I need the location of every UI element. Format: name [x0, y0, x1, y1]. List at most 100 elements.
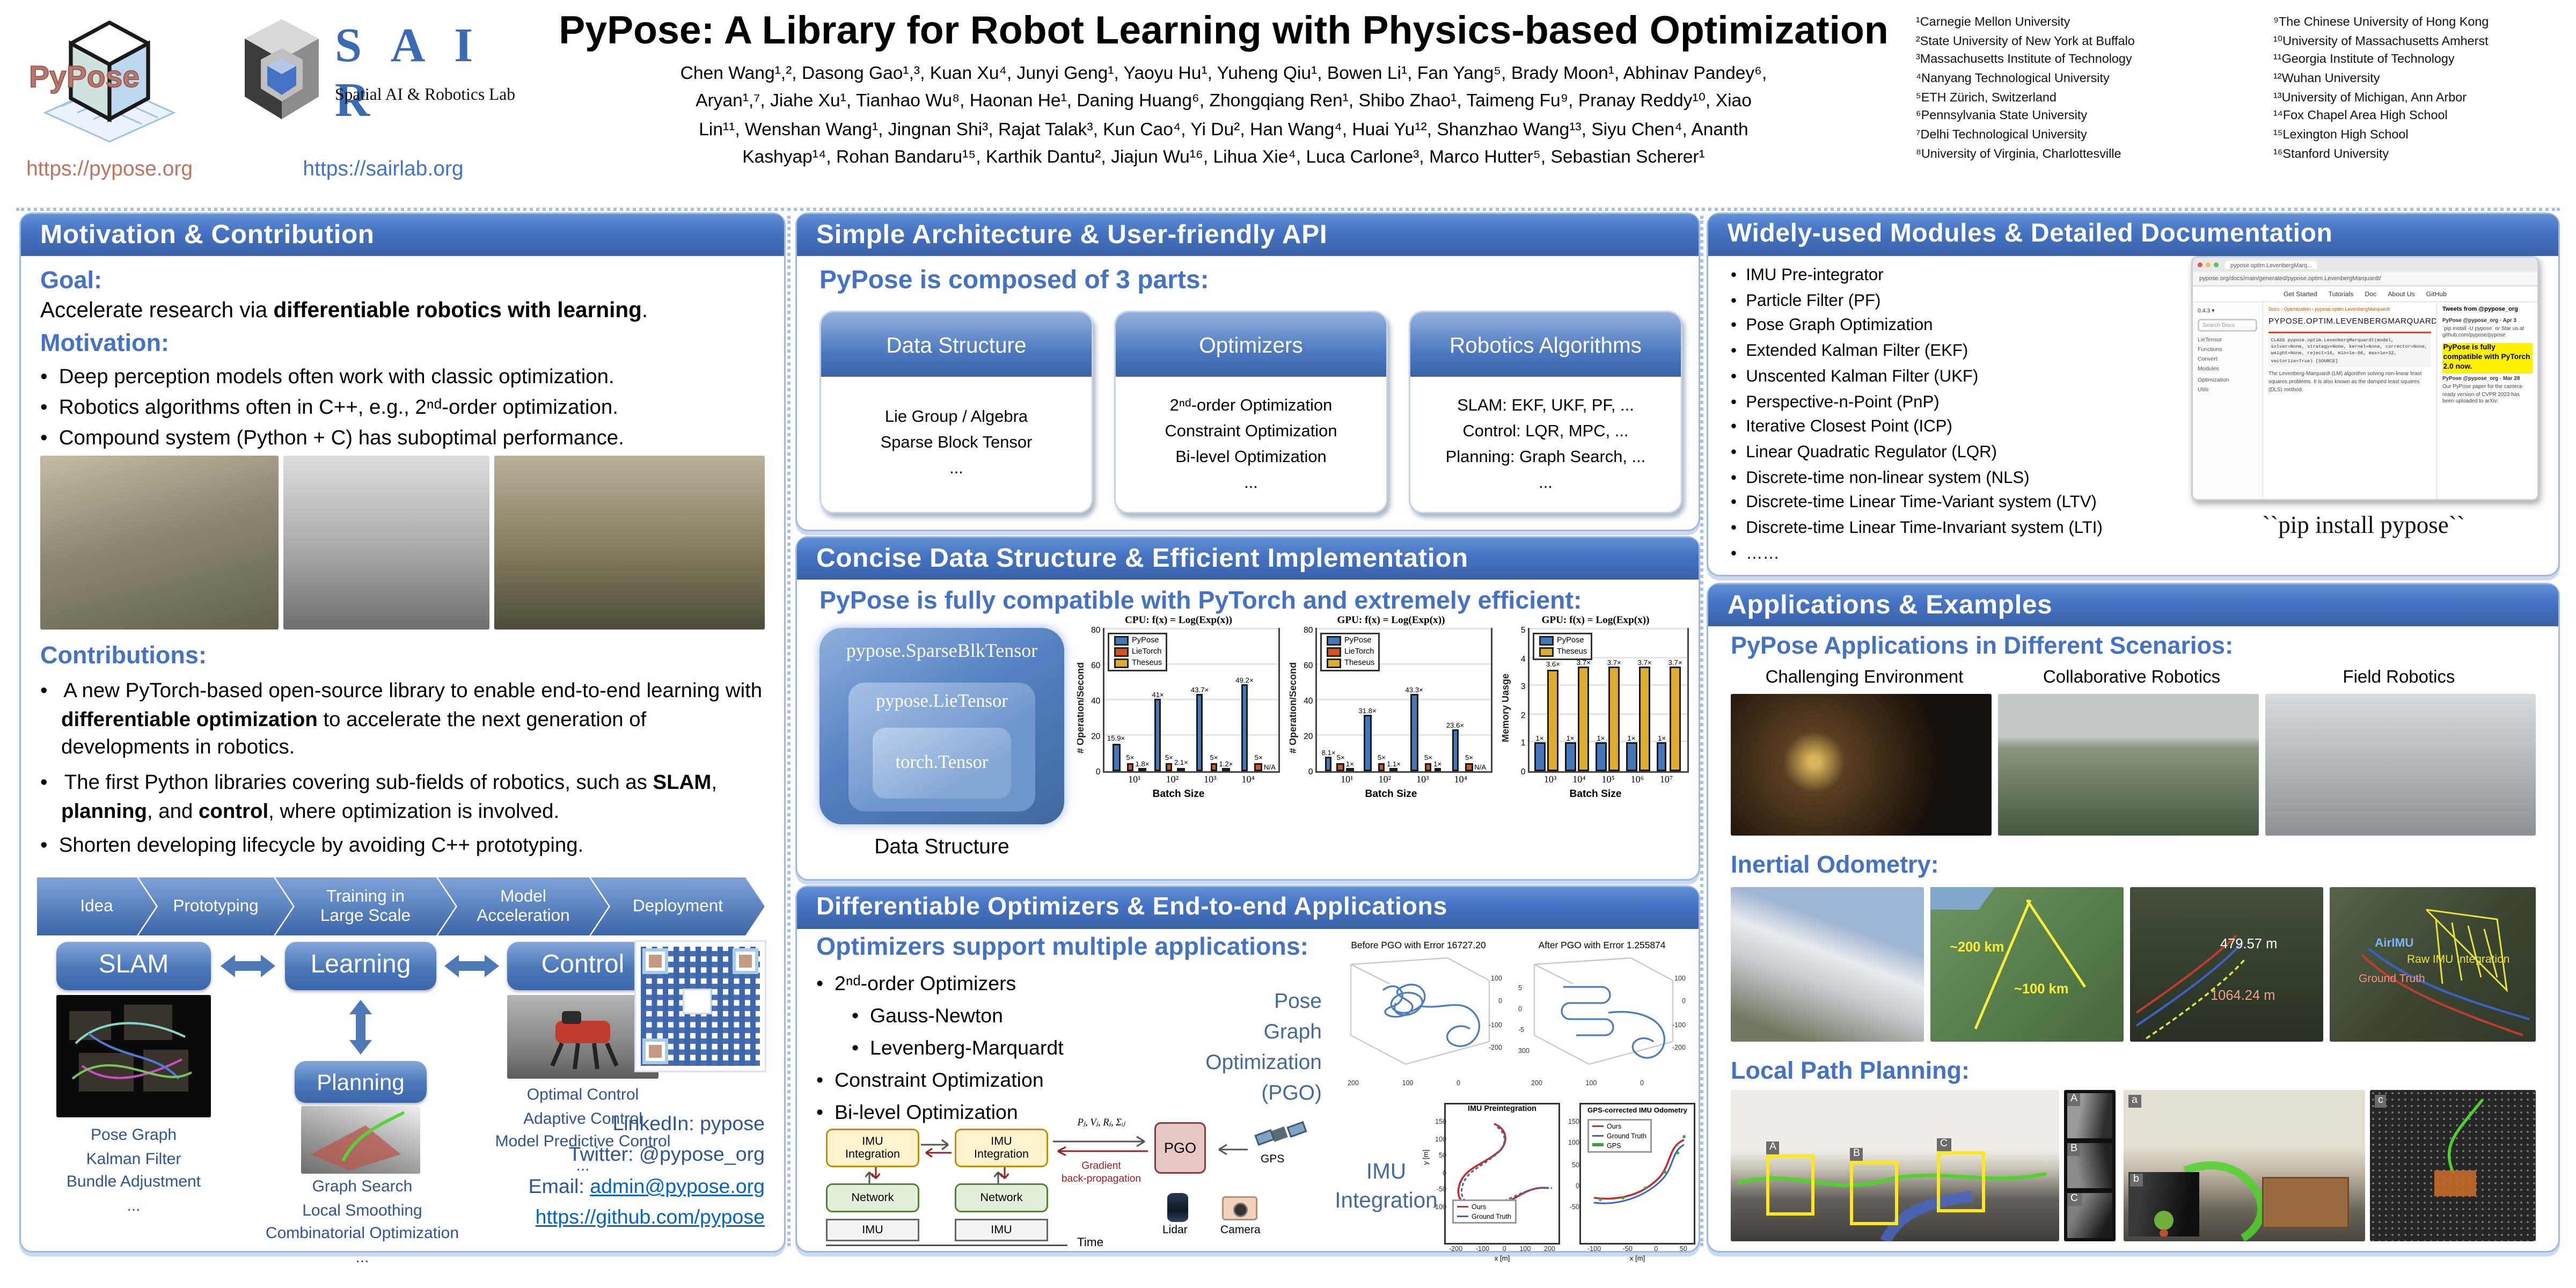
chart-ytick: 40	[1304, 697, 1313, 707]
docs-nav-item[interactable]: GitHub	[2426, 290, 2447, 298]
chart-xtick: 10⁴	[1572, 775, 1586, 785]
wood-crate	[2262, 1177, 2349, 1228]
docs-sidebar-item[interactable]: LieTensor	[2198, 335, 2222, 342]
docs-nav-item[interactable]: Get Started	[2283, 290, 2317, 298]
optimizer-bullets: 2ⁿᵈ-order Optimizers Gauss-NewtonLevenbe…	[816, 968, 1195, 1129]
docs-nav-item[interactable]: Doc	[2365, 290, 2377, 298]
legend-entry: GPS	[1592, 1141, 1646, 1149]
card-optimizers: Optimizers 2ⁿᵈ-order Optimization Constra…	[1114, 311, 1388, 514]
bar	[1656, 743, 1667, 771]
browser-tab-title[interactable]: pypose.optim.LevenbergMarq...	[2226, 261, 2317, 269]
pgo-after-title: After PGO with Error 1.255874	[1538, 942, 1666, 952]
tick: -50	[1569, 1203, 1579, 1211]
tick: 0	[1654, 1245, 1658, 1253]
sair-subtitle: Spatial AI & Robotics Lab	[335, 87, 515, 105]
docs-breadcrumb[interactable]: Docs › Optimization › pypose.optim.Leven…	[2268, 306, 2390, 312]
satellite-error-view-1: 479.57 m 1064.24 m	[2130, 887, 2323, 1042]
docs-version[interactable]: 0.4.3 ▾	[2198, 308, 2215, 314]
github-link[interactable]: https://github.com/pypose	[535, 1206, 765, 1229]
bar-value-label: 5×	[1126, 753, 1135, 762]
photo-helicopter-smoke	[2265, 694, 2536, 836]
bar-group: 8.1× 5× 1×	[1322, 630, 1354, 771]
card-line: ...	[1539, 474, 1553, 493]
gpu-ops-chart: GPU: f(x) = Log(Exp(x)) # Operation/Secon…	[1290, 615, 1492, 800]
bar	[1196, 693, 1204, 771]
chart-title: GPU: f(x) = Log(Exp(x))	[1541, 615, 1650, 626]
email-link[interactable]: admin@pypose.org	[590, 1175, 765, 1198]
torch-tensor-label: torch.Tensor	[895, 753, 989, 773]
chart-ytick: 3	[1520, 683, 1526, 693]
affiliation: ¹Carnegie Mellon University	[1916, 14, 2070, 29]
tensor-caption: Data Structure	[874, 834, 1009, 858]
chart-xtick: 10³	[1204, 775, 1217, 785]
bar-value-label: 5×	[1377, 753, 1386, 762]
docs-nav-item[interactable]: Tutorials	[2328, 290, 2354, 298]
bar-value-label: 1×	[1345, 759, 1354, 767]
chart-ytick: 2	[1520, 711, 1526, 721]
map-flight-routes: ~200 km ~100 km	[1930, 887, 2124, 1042]
chart-ytick: 60	[1091, 662, 1101, 671]
bar	[1255, 762, 1263, 771]
airimu-annotation: AirIMU	[2375, 935, 2414, 950]
control-method: Adaptive Control	[523, 1110, 642, 1128]
slam-map-image	[56, 995, 211, 1117]
optimizer-sub-bullet: Gauss-Newton	[852, 1000, 1195, 1032]
section-header: Concise Data Structure & Efficient Imple…	[797, 538, 1699, 580]
docs-sidebar-items[interactable]: LieTensor Functions Convert Modules Optimiza…	[2198, 334, 2257, 395]
bar-value-label: 43.3×	[1405, 685, 1423, 694]
tick: 0	[1518, 1005, 1523, 1013]
bar	[1241, 684, 1248, 771]
arch-intro: PyPose is composed of 3 parts:	[819, 267, 1209, 295]
motivation-label: Motivation:	[40, 330, 169, 357]
docs-sidebar-item[interactable]: Functions	[2198, 346, 2222, 353]
chart-ytick: 0	[1520, 768, 1526, 778]
tweet-user[interactable]: PyPose @pypose_org · Mar 28	[2442, 375, 2520, 382]
section-header: Widely-used Modules & Detailed Documenta…	[1708, 214, 2558, 256]
bar	[1165, 762, 1173, 771]
chart-xtick: 10⁴	[1241, 775, 1255, 785]
legend-entry: LieTorch	[1326, 647, 1375, 657]
gps-imu-odometry-plot: GPS-corrected IMU Odometry Ours Ground T…	[1568, 1103, 1695, 1262]
browser-url-bar[interactable]: pypose.org/docs/main/generated/pypose.op…	[2193, 272, 2537, 287]
bilevel-flow-diagram: IMU Integration IMU Integration Pⱼ, Vⱼ, …	[810, 1116, 1341, 1249]
card-robotics-algorithms: Robotics Algorithms SLAM: EKF, UKF, PF, …	[1409, 311, 1682, 514]
docs-nav[interactable]: Get Started Tutorials Doc About Us GitHub	[2193, 287, 2537, 303]
sair-wordmark: S A I R	[335, 19, 483, 127]
flow-step-training: Training in Large Scale	[275, 877, 456, 935]
docs-sidebar-item[interactable]: Utils	[2198, 386, 2209, 393]
depth-label: B	[2067, 1143, 2081, 1156]
arrow-icon	[865, 1167, 881, 1183]
bar-value-label: 5×	[1210, 753, 1218, 762]
docs-search-box[interactable]: Search Docs	[2198, 318, 2257, 332]
control-robot-image	[507, 995, 658, 1079]
motivation-contribution-panel: Motivation & Contribution Goal: Accelera…	[19, 213, 786, 1267]
tick: 200	[1544, 1245, 1555, 1253]
pgo-before-trajectory	[1350, 957, 1490, 1065]
lidar-icon	[1167, 1193, 1188, 1222]
docs-sidebar-item[interactable]: Modules	[2198, 366, 2219, 373]
affiliations-col1: ¹Carnegie Mellon University ²State Univer…	[1916, 13, 2262, 164]
path-overlay	[2183, 1161, 2265, 1241]
pypose-url-link[interactable]: https://pypose.org	[26, 156, 193, 180]
docs-sidebar-item[interactable]: Convert	[2198, 356, 2218, 363]
bar	[1465, 762, 1473, 771]
box-label: C	[1937, 1138, 1951, 1151]
photo-drone-field	[494, 456, 765, 630]
module-item: Particle Filter (PF)	[1731, 289, 2188, 314]
section-header: Differentiable Optimizers & End-to-end A…	[797, 887, 1699, 929]
error-annotation: 1064.24 m	[2211, 987, 2275, 1003]
chart-title: CPU: f(x) = Log(Exp(x))	[1125, 615, 1232, 626]
camera-icon	[1222, 1196, 1257, 1220]
docs-nav-item[interactable]: About Us	[2388, 290, 2415, 298]
chart-ytick: 60	[1304, 662, 1313, 671]
bar	[1154, 698, 1162, 771]
slam-method: Pose Graph	[90, 1127, 177, 1145]
bar	[1112, 743, 1120, 771]
goal-text: Accelerate research via differentiable r…	[40, 298, 648, 322]
x-ticks: -200 -100 0 100 200	[1449, 1245, 1555, 1253]
sair-url-link[interactable]: https://sairlab.org	[303, 156, 464, 180]
docs-sidebar-item[interactable]: Optimization	[2198, 376, 2229, 383]
y-axis-label: y [m]	[1422, 1150, 1430, 1165]
tweet-user[interactable]: PyPose @pypose_org · Apr 3	[2442, 317, 2516, 324]
tick: -50	[1622, 1245, 1633, 1253]
